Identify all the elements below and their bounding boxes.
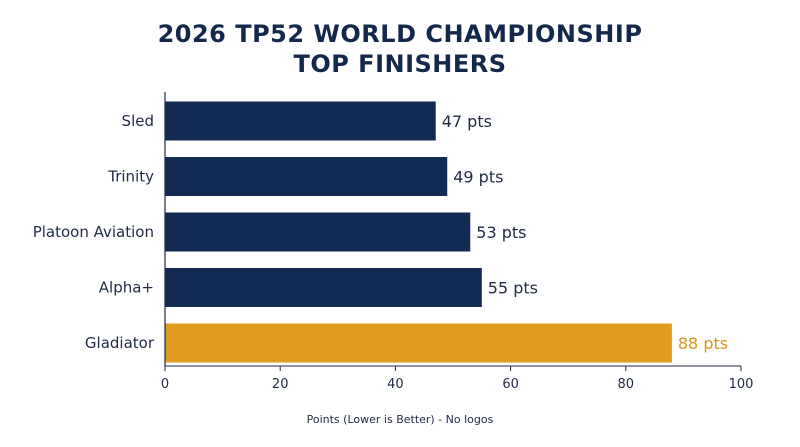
category-label-trinity: Trinity xyxy=(107,168,154,186)
value-label-alpha: 55 pts xyxy=(488,279,538,298)
x-tick-label-100: 100 xyxy=(729,377,754,392)
x-tick-label-40: 40 xyxy=(387,377,404,392)
category-label-gladiator: Gladiator xyxy=(85,334,155,352)
x-axis-ticks: 0 20 40 60 80 100 xyxy=(161,366,754,392)
x-axis-label: Points (Lower is Better) - No logos xyxy=(307,413,494,426)
bars: Sled 47 pts Trinity 49 pts Platoon Aviation 5… xyxy=(33,101,728,363)
bar-trinity xyxy=(165,157,448,196)
bar-sled xyxy=(165,101,436,141)
category-label-sled: Sled xyxy=(122,112,154,130)
x-tick-label-60: 60 xyxy=(502,377,519,392)
value-label-gladiator: 88 pts xyxy=(678,334,728,353)
bar-alpha xyxy=(165,268,482,307)
category-label-platoon-aviation: Platoon Aviation xyxy=(33,223,154,241)
value-label-trinity: 49 pts xyxy=(453,168,503,187)
bar-gladiator xyxy=(165,323,672,363)
value-label-platoon-aviation: 53 pts xyxy=(476,223,526,242)
category-label-alpha: Alpha+ xyxy=(99,279,154,297)
chart-title-line-2: TOP FINISHERS xyxy=(293,50,507,78)
chart-title-line-1: 2026 TP52 WORLD CHAMPIONSHIP xyxy=(157,20,643,48)
axes xyxy=(164,92,741,367)
x-tick-label-0: 0 xyxy=(161,377,169,392)
x-tick-label-80: 80 xyxy=(618,377,635,392)
x-tick-label-20: 20 xyxy=(272,377,289,392)
bar-platoon-aviation xyxy=(165,212,471,252)
value-label-sled: 47 pts xyxy=(442,112,492,131)
